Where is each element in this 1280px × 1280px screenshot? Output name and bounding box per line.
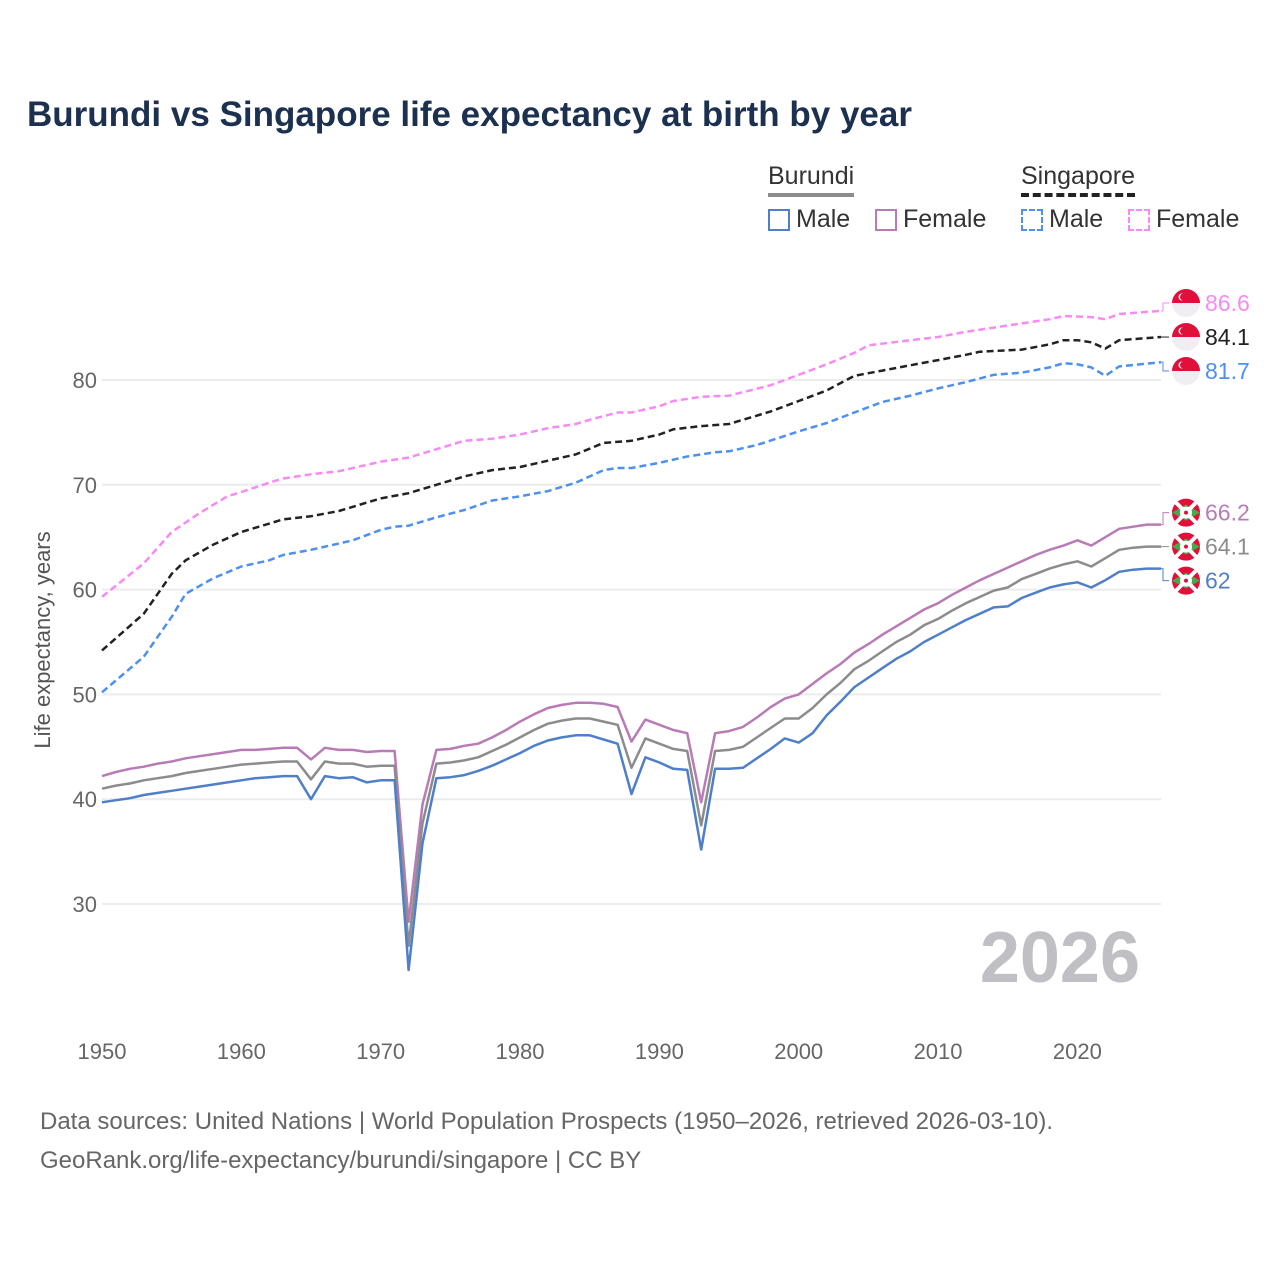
legend-group-singapore: Singapore	[1021, 162, 1135, 197]
burundi-flag-icon	[1172, 532, 1200, 561]
singapore-flag-icon	[1172, 323, 1200, 352]
legend-label: Female	[903, 205, 987, 233]
end-label-burundi-male: 62	[1205, 568, 1231, 594]
end-label-burundi-female: 66.2	[1205, 500, 1250, 526]
x-tick-label: 1950	[78, 1039, 127, 1064]
y-tick-label: 60	[73, 578, 97, 603]
data-source-text: Data sources: United Nations | World Pop…	[40, 1108, 1054, 1135]
y-tick-label: 50	[73, 682, 97, 707]
burundi-flag-icon	[1172, 498, 1200, 527]
series-line-burundi-male	[101, 567, 1161, 972]
x-tick-label: 2000	[774, 1039, 823, 1064]
source-link[interactable]: GeoRank.org/life-expectancy/burundi/sing…	[40, 1147, 642, 1174]
end-label-singapore-total: 84.1	[1205, 324, 1250, 350]
series-lines	[101, 309, 1162, 972]
y-tick-label: 30	[73, 892, 97, 917]
legend-burundi-female[interactable]: Female	[875, 205, 986, 234]
label-connector	[1161, 361, 1169, 372]
end-label-singapore-male: 81.7	[1205, 358, 1250, 384]
chart-title: Burundi vs Singapore life expectancy at …	[27, 95, 912, 134]
y-tick-label: 80	[73, 368, 97, 393]
label-connector	[1161, 568, 1169, 582]
legend-burundi-male[interactable]: Male	[768, 205, 850, 234]
legend-label: Male	[1049, 205, 1104, 233]
end-label-burundi-total: 64.1	[1205, 534, 1250, 560]
y-axis-label: Life expectancy, years	[30, 531, 55, 748]
series-line-burundi-female	[101, 523, 1161, 924]
y-axis-ticks: 30 40 50 60 70 80	[73, 368, 97, 917]
x-tick-label: 1970	[356, 1039, 405, 1064]
legend-singapore-female[interactable]: Female	[1128, 205, 1239, 234]
year-watermark: 2026	[980, 918, 1140, 998]
series-line-singapore-total	[101, 335, 1162, 652]
legend-singapore-male[interactable]: Male	[1021, 205, 1103, 234]
end-label-singapore-female: 86.6	[1205, 290, 1250, 316]
x-axis-ticks: 1950 1960 1970 1980 1990 2000 2010 2020	[78, 1039, 1102, 1064]
legend-swatch	[768, 208, 790, 231]
legend-label: Male	[796, 205, 851, 233]
end-labels: 86.6 84.1 81.7 66.2 64.1 62	[1161, 289, 1250, 595]
label-connector	[1161, 302, 1169, 312]
series-line-singapore-female	[101, 309, 1162, 598]
x-tick-label: 1980	[496, 1039, 545, 1064]
y-tick-label: 70	[73, 473, 97, 498]
x-tick-label: 2020	[1053, 1039, 1102, 1064]
burundi-flag-icon	[1172, 566, 1200, 595]
legend-group-burundi: Burundi	[768, 162, 855, 197]
x-tick-label: 1960	[217, 1039, 266, 1064]
x-tick-label: 1990	[635, 1039, 684, 1064]
singapore-flag-icon	[1172, 289, 1200, 318]
legend-swatch	[1021, 208, 1043, 231]
x-tick-label: 2010	[914, 1039, 963, 1064]
legend-swatch	[875, 208, 897, 231]
y-tick-label: 40	[73, 787, 97, 812]
label-connector	[1161, 512, 1169, 526]
legend-swatch	[1128, 208, 1150, 231]
gridlines	[102, 379, 1161, 905]
singapore-flag-icon	[1172, 357, 1200, 386]
legend-label: Female	[1156, 205, 1240, 233]
series-line-singapore-male	[101, 360, 1162, 694]
series-line-burundi-total	[101, 545, 1161, 948]
